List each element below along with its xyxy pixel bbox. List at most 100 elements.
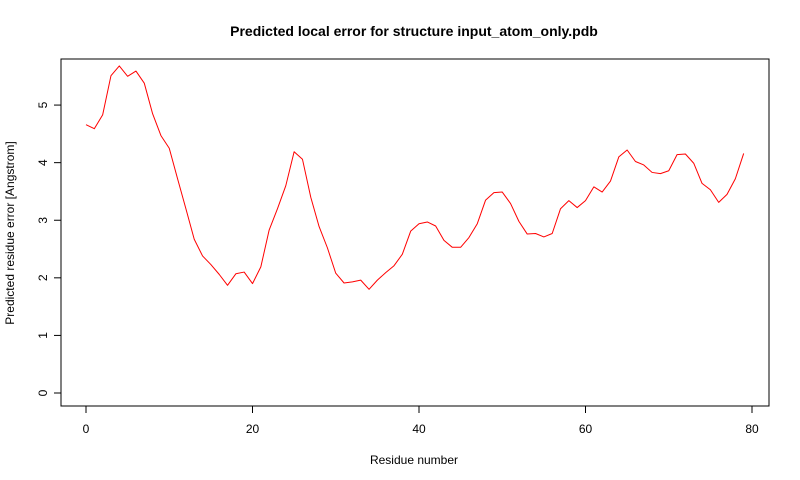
data-point bbox=[419, 223, 420, 224]
y-tick-label: 5 bbox=[36, 101, 50, 108]
data-point bbox=[702, 183, 703, 184]
data-point bbox=[277, 208, 278, 209]
data-point bbox=[135, 71, 136, 72]
data-point bbox=[668, 170, 669, 171]
data-point bbox=[219, 274, 220, 275]
x-tick-label: 80 bbox=[745, 422, 759, 436]
data-point bbox=[735, 178, 736, 179]
data-point bbox=[410, 231, 411, 232]
data-point bbox=[352, 281, 353, 282]
data-point bbox=[585, 200, 586, 201]
data-point bbox=[560, 208, 561, 209]
data-point bbox=[543, 236, 544, 237]
data-point bbox=[652, 172, 653, 173]
data-point bbox=[677, 154, 678, 155]
data-point bbox=[635, 161, 636, 162]
data-point bbox=[185, 208, 186, 209]
data-point bbox=[510, 203, 511, 204]
data-point bbox=[685, 154, 686, 155]
x-tick-label: 60 bbox=[579, 422, 593, 436]
data-point bbox=[660, 173, 661, 174]
data-point bbox=[294, 151, 295, 152]
data-point bbox=[252, 283, 253, 284]
data-point bbox=[244, 272, 245, 273]
data-point bbox=[344, 283, 345, 284]
y-axis: 0 1 2 3 4 5 bbox=[36, 101, 62, 396]
data-point bbox=[527, 234, 528, 235]
data-point bbox=[727, 194, 728, 195]
data-point bbox=[460, 247, 461, 248]
data-point bbox=[110, 75, 111, 76]
data-point bbox=[502, 192, 503, 193]
series-layer bbox=[85, 65, 745, 290]
data-point bbox=[593, 186, 594, 187]
data-point bbox=[327, 247, 328, 248]
data-point bbox=[269, 230, 270, 231]
series-line bbox=[85, 65, 745, 290]
y-tick-label: 4 bbox=[36, 159, 50, 166]
data-point bbox=[452, 247, 453, 248]
data-point bbox=[169, 148, 170, 149]
data-point bbox=[310, 197, 311, 198]
data-point bbox=[568, 200, 569, 201]
data-point bbox=[577, 207, 578, 208]
data-point bbox=[394, 265, 395, 266]
data-point bbox=[94, 128, 95, 129]
x-tick-label: 40 bbox=[412, 422, 426, 436]
data-point bbox=[485, 200, 486, 201]
data-point bbox=[435, 226, 436, 227]
data-point bbox=[360, 280, 361, 281]
data-point bbox=[377, 280, 378, 281]
data-point bbox=[335, 273, 336, 274]
data-point bbox=[493, 192, 494, 193]
data-point bbox=[227, 285, 228, 286]
chart-title: Predicted local error for structure inpu… bbox=[230, 23, 598, 39]
data-point bbox=[627, 149, 628, 150]
y-tick-label: 1 bbox=[36, 332, 50, 339]
data-point bbox=[86, 124, 87, 125]
x-tick-label: 0 bbox=[83, 422, 90, 436]
data-point bbox=[718, 202, 719, 203]
data-point bbox=[610, 181, 611, 182]
data-point bbox=[385, 272, 386, 273]
data-point bbox=[235, 273, 236, 274]
data-point bbox=[194, 239, 195, 240]
data-point bbox=[427, 221, 428, 222]
data-point bbox=[319, 226, 320, 227]
data-point bbox=[210, 264, 211, 265]
y-axis-title: Predicted residue error [Angstrom] bbox=[3, 141, 17, 324]
data-point bbox=[144, 83, 145, 84]
x-tick-label: 20 bbox=[246, 422, 260, 436]
data-point bbox=[743, 153, 744, 154]
data-point bbox=[468, 237, 469, 238]
data-point bbox=[518, 221, 519, 222]
data-point bbox=[643, 164, 644, 165]
data-point bbox=[102, 114, 103, 115]
data-point bbox=[127, 76, 128, 77]
data-point bbox=[552, 233, 553, 234]
data-point bbox=[710, 189, 711, 190]
x-axis-title: Residue number bbox=[370, 453, 458, 467]
y-tick-label: 3 bbox=[36, 217, 50, 224]
plot-frame bbox=[60, 58, 770, 407]
x-axis: 0 20 40 60 80 bbox=[83, 405, 759, 436]
data-point bbox=[260, 266, 261, 267]
data-point bbox=[477, 223, 478, 224]
data-point bbox=[302, 159, 303, 160]
data-point bbox=[202, 255, 203, 256]
data-point bbox=[285, 185, 286, 186]
data-point bbox=[119, 65, 120, 66]
y-tick-label: 0 bbox=[36, 389, 50, 396]
data-point bbox=[618, 156, 619, 157]
data-point bbox=[152, 113, 153, 114]
data-point bbox=[160, 135, 161, 136]
data-point bbox=[177, 178, 178, 179]
data-point bbox=[443, 240, 444, 241]
data-point bbox=[602, 192, 603, 193]
data-point bbox=[693, 163, 694, 164]
y-tick-label: 2 bbox=[36, 274, 50, 281]
data-point bbox=[535, 233, 536, 234]
data-point bbox=[402, 254, 403, 255]
data-point bbox=[369, 289, 370, 290]
